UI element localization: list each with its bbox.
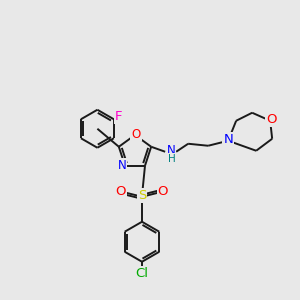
- Text: F: F: [115, 110, 123, 123]
- Text: N: N: [167, 144, 176, 157]
- Text: H: H: [168, 154, 176, 164]
- Text: N: N: [223, 133, 233, 146]
- Text: O: O: [131, 128, 141, 140]
- Text: S: S: [138, 189, 146, 202]
- Text: O: O: [266, 113, 276, 126]
- Text: O: O: [116, 185, 126, 198]
- Text: O: O: [158, 185, 168, 198]
- Text: N: N: [118, 159, 126, 172]
- Text: Cl: Cl: [136, 267, 148, 280]
